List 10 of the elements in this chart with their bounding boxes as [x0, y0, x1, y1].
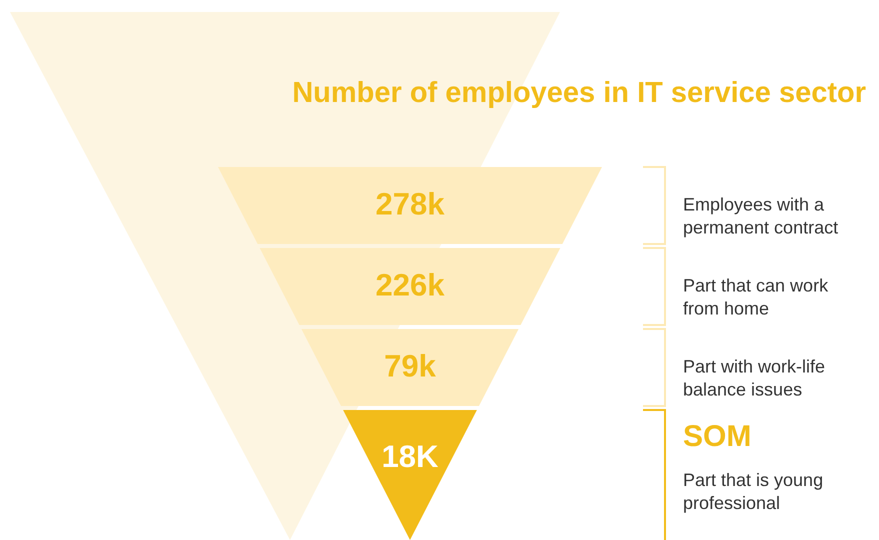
data-label: 18K [382, 439, 440, 474]
data-label: 226k [376, 268, 446, 302]
data-label: 79k [384, 348, 437, 384]
category-label: Part that is young professional [683, 470, 824, 513]
text: Number of employees in IT service sector [292, 77, 866, 109]
category-label: Part that can work from home [683, 276, 830, 318]
category-label: Employees with a permanent contract [683, 194, 838, 238]
data-label: 278k [376, 186, 446, 222]
text: SOM [683, 420, 752, 453]
category-label: Part with work-life balance issues [683, 356, 826, 400]
